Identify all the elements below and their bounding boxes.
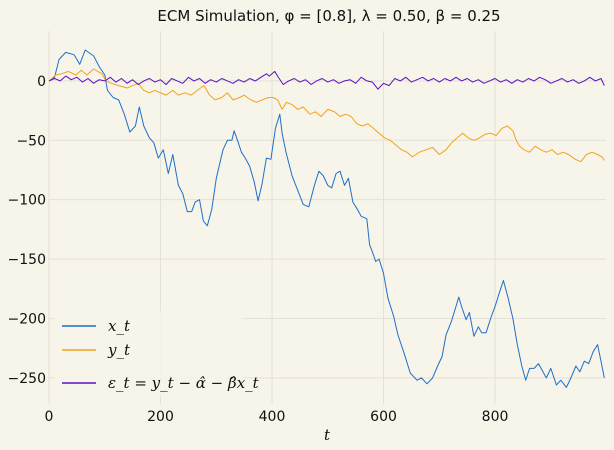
- legend-label-x: x_t: [108, 317, 131, 335]
- y-tick-label: −250: [8, 371, 46, 387]
- legend: x_t y_t ε_t = y_t − α̂ − β̂x_t: [54, 311, 260, 397]
- legend-label-eps: ε_t = y_t − α̂ − β̂x_t: [108, 374, 260, 392]
- y-tick-label: −200: [8, 311, 46, 327]
- x-tick-label: 0: [45, 409, 54, 425]
- series-lines: [48, 49, 605, 388]
- legend-label-y: y_t: [107, 341, 131, 359]
- x-tick-label: 200: [147, 409, 174, 425]
- y-tick-label: −100: [8, 193, 46, 209]
- y-tick-labels: 0 −50 −100 −150 −200 −250: [8, 74, 46, 387]
- series-line-eps: [48, 70, 605, 90]
- series-line-x: [48, 49, 605, 388]
- y-tick-label: 0: [37, 74, 46, 90]
- chart-title: ECM Simulation, φ = [0.8], λ = 0.50, β =…: [157, 7, 500, 25]
- x-axis-label: t: [324, 426, 331, 444]
- series-line-y: [48, 68, 605, 163]
- y-tick-label: −50: [16, 133, 46, 149]
- x-tick-labels: 0 200 400 600 800: [45, 409, 509, 425]
- x-tick-label: 600: [370, 409, 397, 425]
- x-tick-label: 400: [259, 409, 286, 425]
- y-tick-label: −150: [8, 252, 46, 268]
- x-tick-label: 800: [482, 409, 509, 425]
